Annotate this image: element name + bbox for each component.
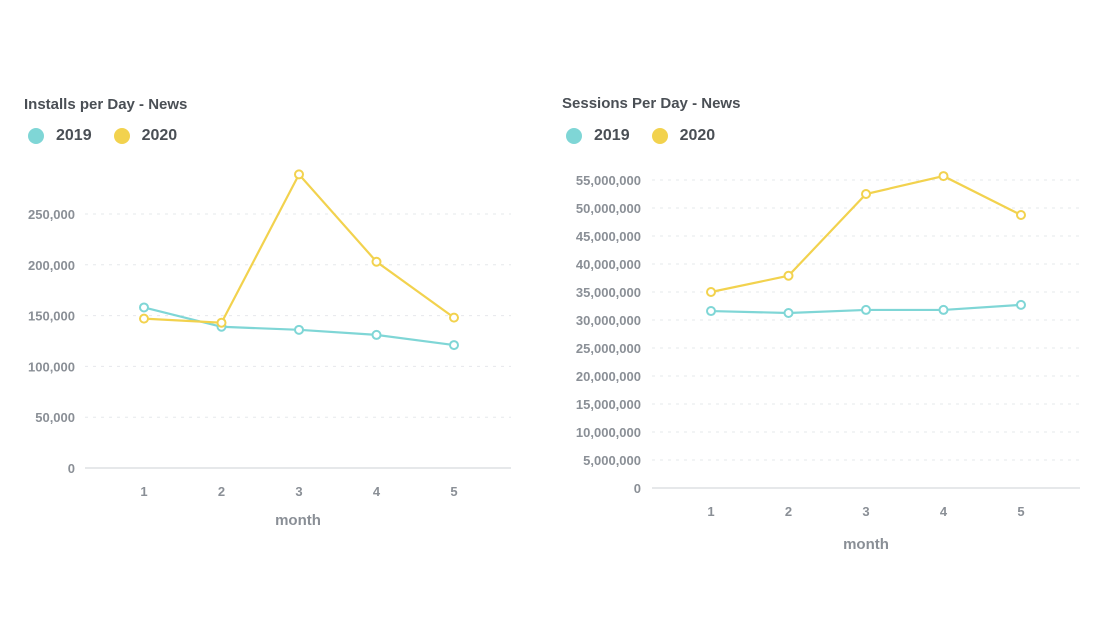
chart-title: Sessions Per Day - News — [562, 95, 741, 112]
x-tick-label: 1 — [707, 504, 714, 519]
y-tick-label: 0 — [68, 461, 75, 476]
y-tick-label: 250,000 — [28, 207, 75, 222]
y-tick-label: 55,000,000 — [576, 173, 641, 188]
data-point-2020 — [861, 189, 871, 199]
installs-chart: Installs per Day - News 2019 2020 0 50,00… — [0, 0, 540, 618]
data-point-2019 — [783, 308, 794, 318]
data-point-2019 — [861, 304, 871, 315]
y-tick-label: 45,000,000 — [576, 229, 641, 244]
legend: 2019 2020 — [28, 127, 199, 145]
x-tick-label: 4 — [373, 484, 381, 499]
legend-item-2019[interactable]: 2019 — [28, 127, 92, 145]
data-point-2020 — [449, 312, 459, 323]
legend-swatch-2020 — [651, 128, 668, 144]
x-tick-label: 2 — [785, 504, 792, 519]
chart-title: Installs per Day - News — [24, 96, 188, 113]
legend-label: 2019 — [56, 127, 92, 144]
x-tick-label: 3 — [295, 484, 302, 499]
data-point-2019 — [139, 302, 149, 313]
y-tick-label: 5,000,000 — [583, 453, 641, 468]
x-axis-label: month — [843, 536, 889, 553]
y-tick-label: 50,000,000 — [576, 201, 641, 216]
y-tick-label: 100,000 — [28, 359, 75, 374]
legend-label: 2020 — [141, 127, 178, 144]
legend-swatch-2019 — [28, 128, 44, 144]
legend-item-2019[interactable]: 2019 — [566, 127, 630, 145]
data-point-2020 — [371, 256, 382, 267]
data-point-2019 — [371, 329, 382, 340]
y-tick-label: 35,000,000 — [576, 285, 641, 300]
y-tick-label: 25,000,000 — [576, 341, 641, 356]
data-point-2020 — [294, 169, 304, 180]
data-point-2020 — [706, 287, 716, 297]
legend-item-2020[interactable]: 2020 — [113, 127, 178, 145]
data-point-2019 — [294, 324, 304, 335]
data-point-2020 — [1016, 210, 1026, 220]
legend-label: 2019 — [594, 127, 630, 144]
data-point-2019 — [1016, 299, 1026, 310]
legend-label: 2020 — [679, 127, 716, 144]
legend: 2019 2020 — [566, 127, 737, 145]
data-point-2020 — [783, 270, 794, 281]
y-tick-label: 150,000 — [28, 309, 75, 324]
y-tick-label: 200,000 — [28, 258, 75, 273]
y-tick-label: 0 — [634, 481, 641, 496]
y-tick-label: 40,000,000 — [576, 257, 641, 272]
data-point-2020 — [216, 317, 227, 328]
y-tick-label: 10,000,000 — [576, 425, 641, 440]
x-tick-label: 2 — [218, 484, 225, 499]
legend-swatch-2019 — [566, 128, 582, 144]
y-tick-label: 50,000 — [35, 410, 75, 425]
x-tick-label: 4 — [940, 504, 948, 519]
data-point-2020 — [938, 171, 949, 182]
x-tick-label: 5 — [1017, 504, 1024, 519]
legend-swatch-2020 — [113, 128, 130, 144]
x-tick-label: 3 — [862, 504, 869, 519]
data-point-2019 — [449, 340, 459, 351]
data-point-2019 — [938, 304, 949, 315]
x-tick-label: 5 — [450, 484, 457, 499]
x-axis-label: month — [275, 512, 321, 529]
data-point-2020 — [139, 313, 149, 324]
x-tick-label: 1 — [140, 484, 147, 499]
installs-plot: 0 50,000 100,000 150,000 200,000 250,000 1 2 3 4 5… — [28, 169, 511, 529]
y-tick-label: 30,000,000 — [576, 313, 641, 328]
y-tick-label: 15,000,000 — [576, 397, 641, 412]
y-tick-label: 20,000,000 — [576, 369, 641, 384]
data-point-2019 — [706, 306, 716, 317]
legend-item-2020[interactable]: 2020 — [651, 127, 716, 145]
